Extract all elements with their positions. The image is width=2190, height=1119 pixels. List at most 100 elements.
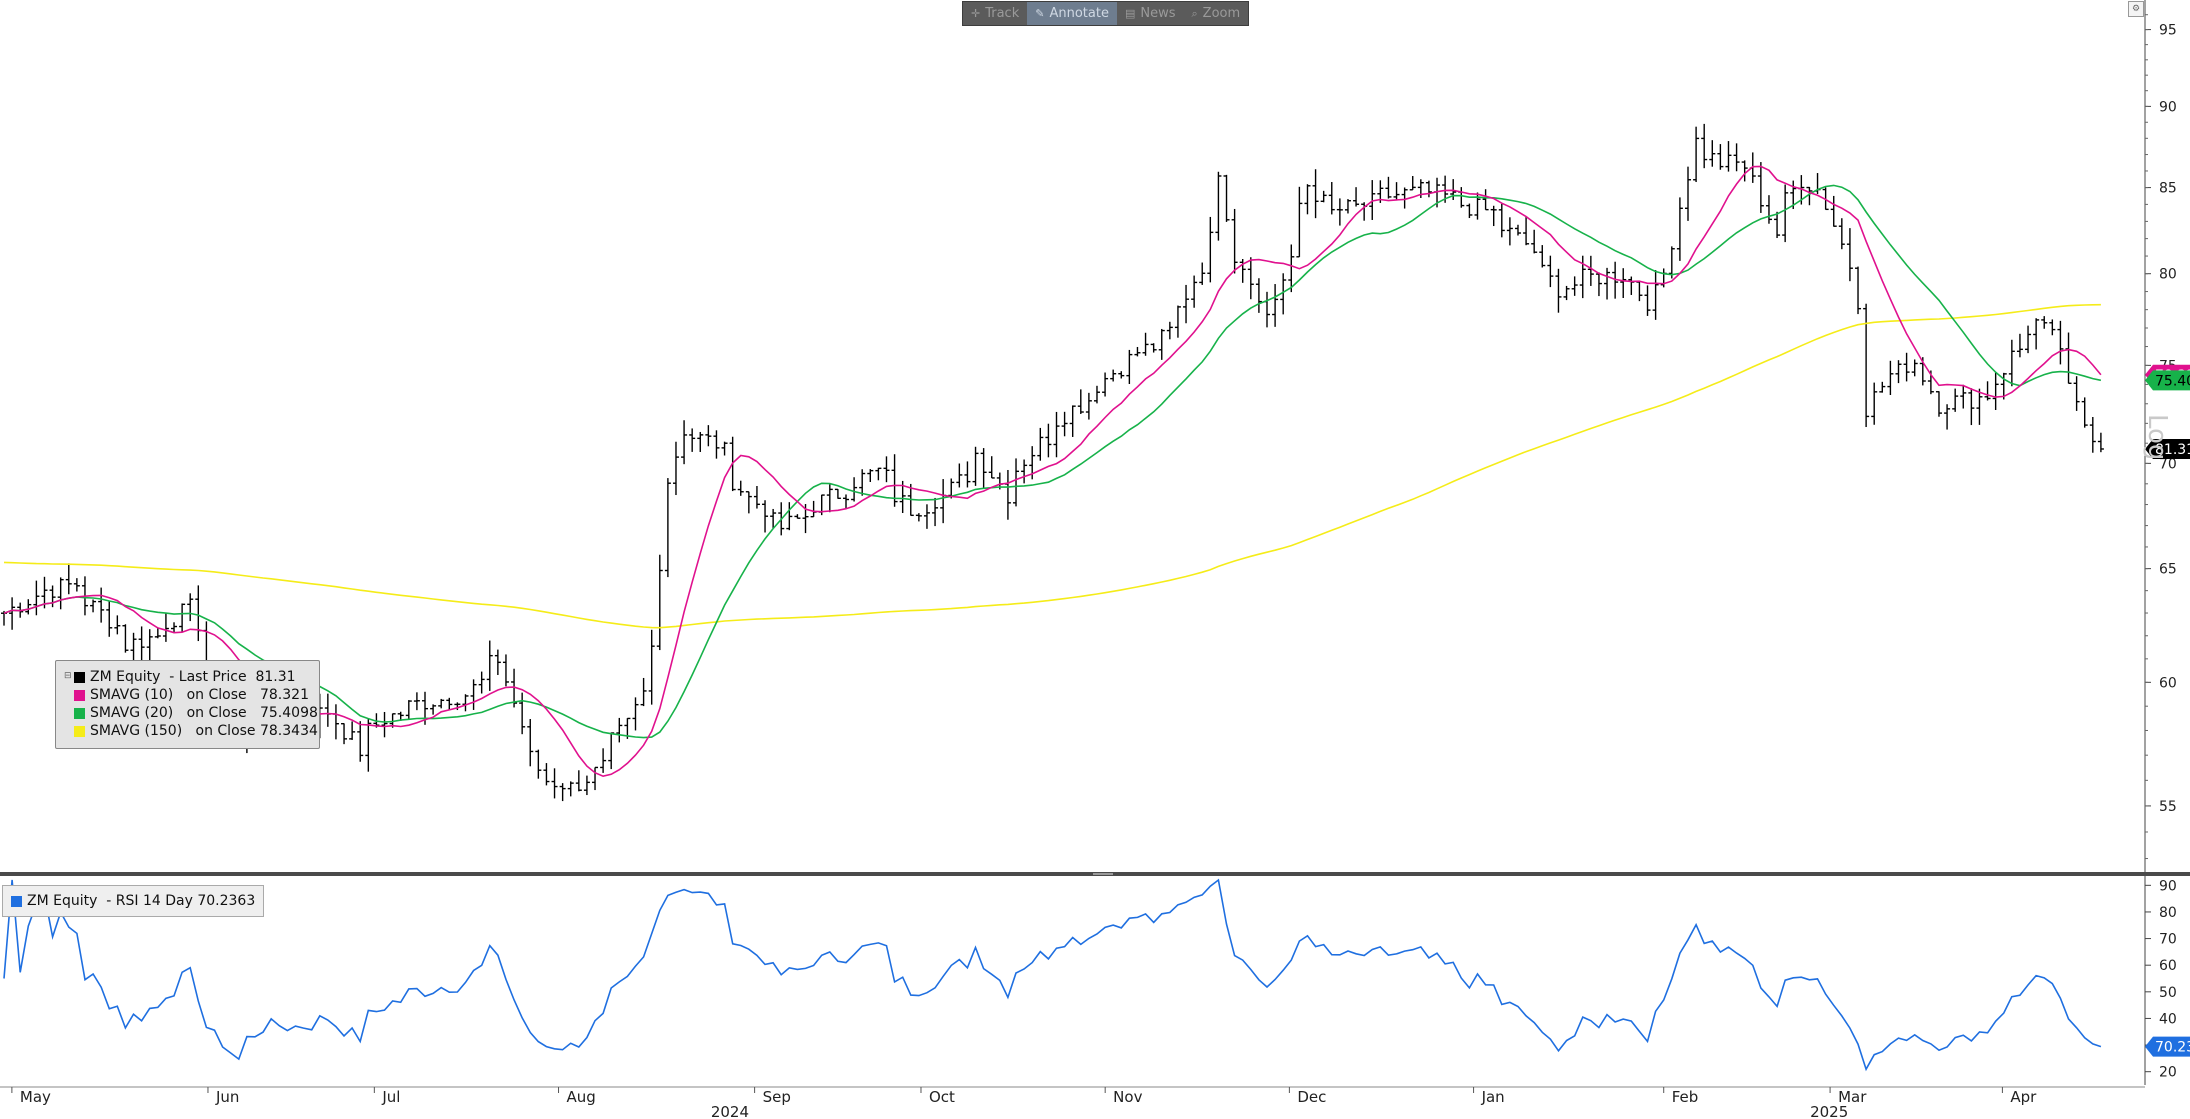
price-bar (527, 718, 534, 767)
price-bar (1628, 276, 1635, 295)
sma20-line (3, 184, 2102, 739)
price-bar (2008, 339, 2015, 387)
annotate-label: Annotate (1049, 6, 1109, 21)
price-bar (583, 775, 590, 796)
price-bar (826, 484, 833, 513)
price-bar (511, 668, 518, 708)
price-bar (689, 428, 696, 452)
price-bar (1547, 255, 1554, 288)
price-bar (138, 626, 145, 664)
price-bar (786, 502, 793, 531)
price-bar (1830, 195, 1837, 227)
price-bar (1871, 382, 1878, 425)
price-bar (875, 467, 882, 481)
price-bar (681, 420, 688, 465)
price-bar (1061, 411, 1068, 437)
price-bar (9, 597, 16, 630)
sma10-line (3, 165, 2102, 778)
legend-sma150-label: SMAVG (150) on Close 78.3434 (90, 723, 318, 739)
price-bar (1838, 218, 1845, 250)
price-bar (405, 700, 412, 720)
y-tick-label: 65 (2159, 562, 2177, 578)
legend-item-sma20: SMAVG (20) on Close 75.4098 (74, 704, 318, 722)
price-bar (705, 425, 712, 447)
price-bar (980, 448, 987, 489)
price-bar (1191, 275, 1198, 308)
sma20-tag (2145, 370, 2190, 391)
price-bar (1272, 284, 1279, 327)
price-bar (1984, 381, 1991, 401)
price-bar (1393, 182, 1400, 200)
price-bar (502, 654, 509, 687)
rsi-y-tick-label: 50 (2159, 985, 2177, 1001)
price-bar (332, 704, 339, 740)
price-bar (1336, 198, 1343, 226)
legend-item-sma150: SMAVG (150) on Close 78.3434 (74, 722, 318, 740)
price-bar (195, 585, 202, 642)
price-bar (1369, 180, 1376, 220)
price-bar (2073, 376, 2080, 411)
price-bar (964, 461, 971, 488)
rsi-y-tick-label: 40 (2159, 1011, 2177, 1027)
price-bar (1855, 266, 1862, 315)
price-bar (721, 441, 728, 456)
price-bar (1733, 143, 1740, 172)
price-bar (1952, 388, 1959, 412)
legend-collapse-icon[interactable]: ⊟ (64, 671, 72, 681)
price-bar (25, 599, 32, 615)
x-tick-label: Aug (567, 1088, 596, 1106)
price-bar (413, 692, 420, 711)
price-bar (932, 497, 939, 527)
price-bar (1895, 360, 1902, 384)
price-bar (745, 491, 752, 514)
price-bar (834, 488, 841, 500)
price-bar (697, 431, 704, 452)
last-price-tag (2145, 438, 2190, 459)
price-bar (1514, 224, 1521, 236)
price-bar (1134, 346, 1141, 357)
price-bar (1676, 197, 1683, 261)
x-tick-label: May (20, 1088, 51, 1106)
price-bar (1102, 372, 1109, 397)
annotate-button[interactable]: ✎ Annotate (1027, 2, 1117, 25)
price-bar (770, 508, 777, 529)
sma150-line (3, 303, 2101, 629)
y-tick-label: 60 (2159, 675, 2177, 691)
legend-swatch (74, 689, 85, 701)
price-bar (2016, 333, 2023, 358)
price-bar (1587, 255, 1594, 286)
price-bar (1199, 262, 1206, 285)
price-bar (1579, 255, 1586, 299)
price-bar (2065, 332, 2072, 384)
price-bar (114, 615, 121, 635)
price-legend: ⊟ ZM Equity - Last Price 81.31 SMAVG (10… (55, 660, 320, 749)
price-bar (1174, 305, 1181, 338)
price-bar (1118, 371, 1125, 379)
price-bar (551, 768, 558, 799)
price-bar (470, 679, 477, 710)
panel-settings-icon[interactable]: ⚙ (2128, 1, 2144, 17)
price-bar (454, 702, 461, 711)
news-button[interactable]: ▤ News (1117, 2, 1184, 25)
track-button[interactable]: ✛ Track (963, 2, 1027, 25)
price-bar (664, 478, 671, 578)
price-bar (640, 677, 647, 707)
price-bar (1409, 176, 1416, 191)
price-bar (753, 486, 760, 509)
price-bar (324, 693, 331, 727)
price-bar (737, 480, 744, 496)
price-bar (972, 446, 979, 486)
pencil-icon: ✎ (1035, 7, 1045, 20)
price-bar (1150, 343, 1157, 353)
price-bar (1765, 195, 1772, 224)
price-bar (171, 622, 178, 633)
price-bar (1846, 228, 1853, 282)
y-tick-label: 80 (2159, 267, 2177, 283)
price-bar (1911, 359, 1918, 377)
price-bar (1231, 208, 1238, 274)
price-bar (1312, 169, 1319, 219)
zoom-button[interactable]: ⌕ Zoom (1184, 2, 1249, 25)
price-bar (90, 599, 97, 613)
price-bar (1992, 372, 1999, 410)
